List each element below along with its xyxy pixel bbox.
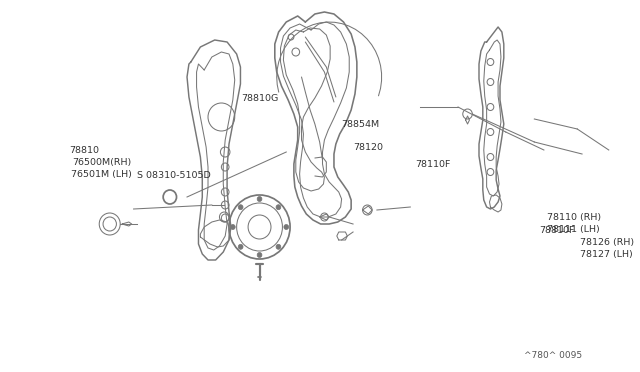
Text: 78126 (RH): 78126 (RH) [580, 237, 634, 247]
Text: 76501M (LH): 76501M (LH) [71, 170, 132, 179]
Text: 78110 (RH): 78110 (RH) [547, 212, 601, 221]
Text: S 08310-5105D: S 08310-5105D [138, 170, 211, 180]
Circle shape [238, 205, 243, 210]
Circle shape [284, 224, 289, 230]
Text: 78854M: 78854M [342, 120, 380, 129]
Circle shape [238, 244, 243, 249]
Circle shape [257, 253, 262, 257]
Text: 78810F: 78810F [539, 225, 575, 234]
Text: 78110F: 78110F [415, 160, 451, 169]
Text: 78810G: 78810G [241, 94, 278, 103]
Text: 78810: 78810 [69, 145, 99, 154]
Circle shape [230, 224, 236, 230]
Text: 78111 (LH): 78111 (LH) [547, 224, 600, 234]
Circle shape [257, 196, 262, 202]
Text: 78120: 78120 [353, 142, 383, 151]
Text: 76500M(RH): 76500M(RH) [72, 157, 132, 167]
Circle shape [276, 205, 281, 210]
Circle shape [276, 244, 281, 249]
Text: ^780^ 0095: ^780^ 0095 [524, 351, 582, 360]
Text: 78127 (LH): 78127 (LH) [580, 250, 633, 259]
